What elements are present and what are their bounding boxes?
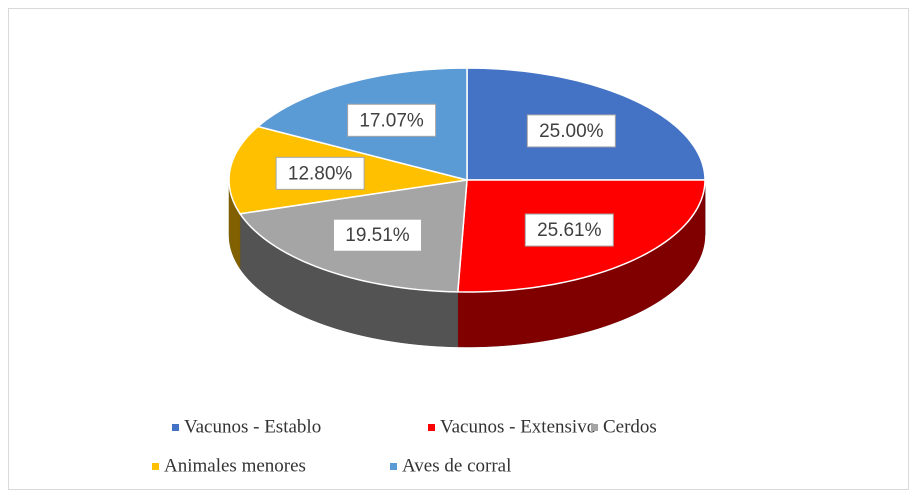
legend-label: Animales menores — [164, 455, 306, 476]
legend-label: Vacunos - Extensivo — [440, 416, 596, 437]
legend-swatch — [152, 463, 159, 470]
value-label: 12.80% — [288, 163, 353, 184]
legend-swatch — [428, 424, 435, 431]
value-label: 17.07% — [359, 110, 424, 131]
value-label: 25.00% — [539, 121, 604, 142]
legend-swatch — [172, 424, 179, 431]
value-label-box — [524, 213, 614, 247]
legend-label: Vacunos - Establo — [184, 416, 321, 437]
value-label-box — [526, 114, 616, 148]
value-label-box — [347, 103, 437, 137]
legend-swatch — [390, 463, 397, 470]
value-label: 19.51% — [345, 225, 410, 246]
legend-label: Cerdos — [603, 416, 657, 437]
value-label-box — [333, 218, 423, 252]
legend-swatch — [591, 424, 598, 431]
value-label-box — [275, 156, 365, 190]
legend-label: Aves de corral — [402, 455, 511, 476]
value-label: 25.61% — [537, 220, 602, 241]
